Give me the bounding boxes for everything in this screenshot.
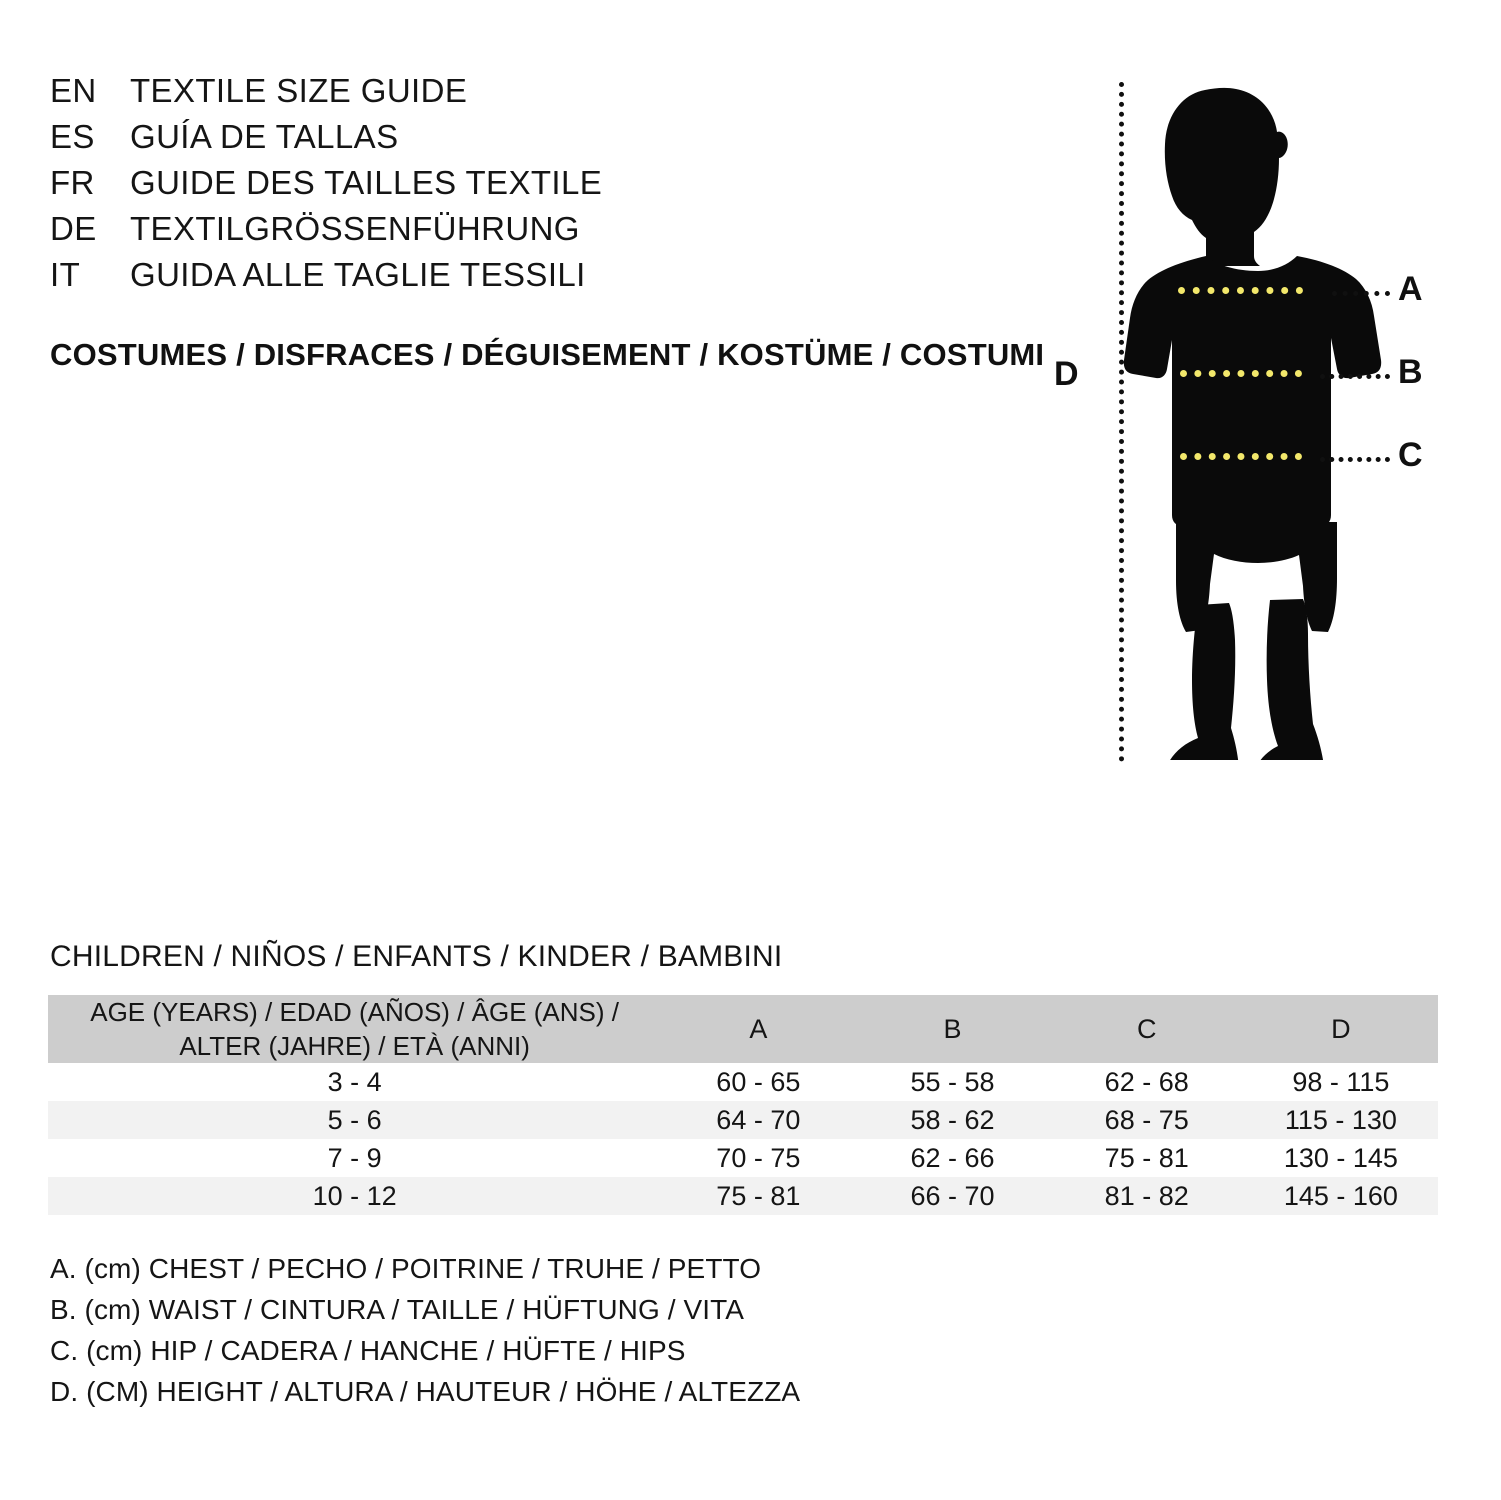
column-header-a: A bbox=[749, 1014, 768, 1044]
language-row-it: IT GUIDA ALLE TAGLIE TESSILI bbox=[50, 256, 690, 302]
table-section-title: CHILDREN / NIÑOS / ENFANTS / KINDER / BA… bbox=[50, 940, 783, 973]
language-text-it: GUIDA ALLE TAGLIE TESSILI bbox=[130, 256, 586, 293]
table-header: AGE (YEARS) / EDAD (AÑOS) / ÂGE (ANS) / … bbox=[48, 995, 1438, 1063]
size-diagram: D A B C bbox=[1020, 60, 1480, 762]
chest-measure-dash bbox=[1178, 287, 1303, 294]
cell-age: 3 - 4 bbox=[327, 1066, 382, 1097]
cell-height: 115 - 130 bbox=[1284, 1104, 1397, 1135]
cell-hip: 62 - 68 bbox=[1104, 1066, 1189, 1097]
leader-line-b bbox=[1320, 374, 1390, 379]
table-header-row: AGE (YEARS) / EDAD (AÑOS) / ÂGE (ANS) / … bbox=[48, 995, 1438, 1063]
category-subtitle: COSTUMES / DISFRACES / DÉGUISEMENT / KOS… bbox=[50, 337, 1045, 372]
language-code-en: EN bbox=[50, 72, 97, 109]
cell-waist: 58 - 62 bbox=[910, 1104, 995, 1135]
column-header-age-line1: AGE (YEARS) / EDAD (AÑOS) / ÂGE (ANS) / bbox=[90, 997, 619, 1027]
column-header-age: AGE (YEARS) / EDAD (AÑOS) / ÂGE (ANS) / … bbox=[48, 995, 661, 1063]
column-header-age-line2: ALTER (JAHRE) / ETÀ (ANNI) bbox=[179, 1031, 530, 1061]
language-text-es: GUÍA DE TALLAS bbox=[130, 118, 399, 155]
cell-height: 145 - 160 bbox=[1283, 1180, 1398, 1211]
language-code-it: IT bbox=[50, 256, 81, 293]
diagram-label-a: A bbox=[1398, 270, 1423, 308]
cell-waist: 55 - 58 bbox=[910, 1066, 995, 1097]
diagram-label-d: D bbox=[1054, 355, 1079, 393]
measurement-legend: A. (cm) CHEST / PECHO / POITRINE / TRUHE… bbox=[50, 1253, 800, 1417]
leader-line-a bbox=[1332, 291, 1390, 296]
language-row-en: EN TEXTILE SIZE GUIDE bbox=[50, 72, 690, 118]
table-row: 7 - 9 70 - 75 62 - 66 75 - 81 130 - 145 bbox=[48, 1139, 1438, 1177]
cell-height: 98 - 115 bbox=[1292, 1066, 1390, 1097]
legend-row-a: A. (cm) CHEST / PECHO / POITRINE / TRUHE… bbox=[50, 1253, 762, 1284]
cell-age: 10 - 12 bbox=[312, 1180, 397, 1211]
cell-waist: 66 - 70 bbox=[910, 1180, 995, 1211]
language-row-fr: FR GUIDE DES TAILLES TEXTILE bbox=[50, 164, 690, 210]
cell-chest: 64 - 70 bbox=[716, 1104, 801, 1135]
language-text-en: TEXTILE SIZE GUIDE bbox=[130, 72, 468, 109]
cell-hip: 81 - 82 bbox=[1104, 1180, 1189, 1211]
cell-hip: 68 - 75 bbox=[1104, 1104, 1189, 1135]
cell-age: 5 - 6 bbox=[327, 1104, 382, 1135]
language-row-es: ES GUÍA DE TALLAS bbox=[50, 118, 690, 164]
column-header-d: D bbox=[1331, 1014, 1351, 1044]
legend-row-c: C. (cm) HIP / CADERA / HANCHE / HÜFTE / … bbox=[50, 1335, 686, 1366]
table-row: 5 - 6 64 - 70 58 - 62 68 - 75 115 - 130 bbox=[48, 1101, 1438, 1139]
size-chart-table: AGE (YEARS) / EDAD (AÑOS) / ÂGE (ANS) / … bbox=[48, 995, 1438, 1215]
cell-chest: 60 - 65 bbox=[716, 1066, 801, 1097]
language-row-de: DE TEXTILGRÖSSENFÜHRUNG bbox=[50, 210, 690, 256]
waist-measure-dash bbox=[1180, 370, 1302, 377]
table-row: 10 - 12 75 - 81 66 - 70 81 - 82 145 - 16… bbox=[48, 1177, 1438, 1215]
height-measure-line bbox=[1119, 82, 1124, 762]
leader-line-c bbox=[1320, 457, 1390, 462]
cell-chest: 75 - 81 bbox=[716, 1180, 801, 1211]
diagram-label-b: B bbox=[1398, 353, 1423, 391]
column-header-b: B bbox=[943, 1014, 962, 1044]
legend-row-b: B. (cm) WAIST / CINTURA / TAILLE / HÜFTU… bbox=[50, 1294, 745, 1325]
cell-height: 130 - 145 bbox=[1283, 1142, 1398, 1173]
language-code-es: ES bbox=[50, 118, 95, 155]
table-body: 3 - 4 60 - 65 55 - 58 62 - 68 98 - 115 5… bbox=[48, 1063, 1438, 1215]
language-code-fr: FR bbox=[50, 164, 95, 201]
cell-waist: 62 - 66 bbox=[910, 1142, 995, 1173]
cell-age: 7 - 9 bbox=[327, 1142, 382, 1173]
cell-hip: 75 - 81 bbox=[1104, 1142, 1189, 1173]
child-silhouette-icon bbox=[1123, 87, 1382, 760]
language-text-de: TEXTILGRÖSSENFÜHRUNG bbox=[130, 210, 580, 247]
diagram-label-c: C bbox=[1398, 436, 1423, 474]
table-row: 3 - 4 60 - 65 55 - 58 62 - 68 98 - 115 bbox=[48, 1063, 1438, 1101]
hip-measure-dash bbox=[1180, 453, 1302, 460]
language-text-fr: GUIDE DES TAILLES TEXTILE bbox=[130, 164, 603, 201]
legend-row-d: D. (CM) HEIGHT / ALTURA / HAUTEUR / HÖHE… bbox=[50, 1376, 801, 1407]
cell-chest: 70 - 75 bbox=[716, 1142, 801, 1173]
column-header-c: C bbox=[1136, 1014, 1157, 1044]
language-header-block: EN TEXTILE SIZE GUIDE ES GUÍA DE TALLAS … bbox=[50, 72, 690, 302]
language-code-de: DE bbox=[50, 210, 97, 247]
